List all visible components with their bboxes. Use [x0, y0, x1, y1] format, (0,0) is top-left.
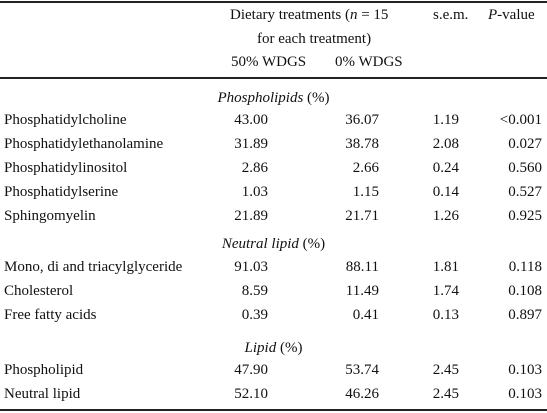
- table-row: Mono, di and triacylglyceride 91.03 88.11 1…: [0, 257, 547, 279]
- value-0-wdgs: 11.49: [345, 283, 379, 299]
- value-sem: 2.45: [432, 386, 459, 402]
- row-label: Mono, di and triacylglyceride: [4, 259, 183, 275]
- value-p: 0.103: [508, 386, 542, 402]
- value-0-wdgs: 38.78: [345, 136, 379, 152]
- table-row: Sphingomyelin 21.89 21.71 1.26 0.925: [0, 206, 547, 228]
- section-title: Lipid: [244, 340, 277, 356]
- value-sem: 2.08: [432, 136, 459, 152]
- table-row: Phosphatidylcholine 43.00 36.07 1.19 <0.001: [0, 110, 547, 132]
- value-0-wdgs: 21.71: [345, 208, 379, 224]
- value-0-wdgs: 53.74: [345, 362, 379, 378]
- treatments-header-line2: for each treatment): [257, 31, 372, 47]
- value-p: 0.103: [508, 362, 542, 378]
- row-label: Phosphatidylinositol: [4, 160, 128, 176]
- value-50-wdgs: 8.59: [241, 283, 268, 299]
- value-p: 0.897: [508, 307, 542, 323]
- col-0-wdgs-header: 0% WDGS: [335, 54, 403, 70]
- value-0-wdgs: 46.26: [345, 386, 379, 402]
- sem-header: s.e.m.: [433, 7, 469, 23]
- table-row: Phospholipid 47.90 53.74 2.45 0.103: [0, 360, 547, 382]
- value-sem: 1.74: [432, 283, 459, 299]
- table-top-rule: [0, 1, 547, 3]
- value-sem: 1.19: [432, 112, 459, 128]
- value-p: <0.001: [499, 112, 542, 128]
- table-row: Phosphatidylinositol 2.86 2.66 0.24 0.560: [0, 158, 547, 180]
- value-50-wdgs: 2.86: [241, 160, 268, 176]
- value-p: 0.560: [508, 160, 542, 176]
- section-title: Neutral lipid: [221, 236, 299, 252]
- row-label: Sphingomyelin: [4, 208, 96, 224]
- value-sem: 0.24: [432, 160, 459, 176]
- table-row: Free fatty acids 0.39 0.41 0.13 0.897: [0, 305, 547, 327]
- value-p: 0.027: [508, 136, 542, 152]
- section-unit: (%): [298, 236, 326, 252]
- section-heading: Neutral lipid (%): [0, 235, 547, 253]
- value-50-wdgs: 43.00: [234, 112, 268, 128]
- row-label: Neutral lipid: [4, 386, 81, 402]
- value-p: 0.527: [508, 184, 542, 200]
- pvalue-header: P-value: [488, 7, 535, 23]
- row-label: Free fatty acids: [4, 307, 97, 323]
- row-label: Phospholipid: [4, 362, 84, 378]
- value-0-wdgs: 1.15: [352, 184, 379, 200]
- value-p: 0.108: [508, 283, 542, 299]
- value-sem: 2.45: [432, 362, 459, 378]
- value-0-wdgs: 88.11: [345, 259, 379, 275]
- value-0-wdgs: 36.07: [345, 112, 379, 128]
- row-label: Phosphatidylserine: [4, 184, 119, 200]
- value-p: 0.925: [508, 208, 542, 224]
- section-unit: (%): [276, 340, 303, 356]
- value-50-wdgs: 0.39: [241, 307, 268, 323]
- row-label: Phosphatidylcholine: [4, 112, 127, 128]
- value-sem: 1.26: [432, 208, 459, 224]
- section-unit: (%): [303, 90, 330, 106]
- table-bottom-rule: [0, 409, 547, 411]
- value-sem: 0.13: [432, 307, 459, 323]
- section-title: Phospholipids: [217, 90, 304, 106]
- row-label: Phosphatidylethanolamine: [4, 136, 164, 152]
- value-50-wdgs: 52.10: [234, 386, 268, 402]
- treatments-header-line1: Dietary treatments (n = 15: [230, 7, 389, 23]
- table-header-rule: [0, 77, 547, 79]
- table-row: Neutral lipid 52.10 46.26 2.45 0.103: [0, 384, 547, 406]
- value-50-wdgs: 21.89: [234, 208, 268, 224]
- value-50-wdgs: 47.90: [234, 362, 268, 378]
- value-0-wdgs: 2.66: [352, 160, 379, 176]
- table-row: Phosphatidylethanolamine 31.89 38.78 2.08 0.…: [0, 134, 547, 156]
- value-50-wdgs: 91.03: [234, 259, 268, 275]
- value-sem: 1.81: [432, 259, 459, 275]
- value-p: 0.118: [508, 259, 542, 275]
- table-row: Cholesterol 8.59 11.49 1.74 0.108: [0, 281, 547, 303]
- col-50-wdgs-header: 50% WDGS: [231, 54, 307, 70]
- section-heading: Lipid (%): [0, 339, 547, 357]
- value-sem: 0.14: [432, 184, 459, 200]
- section-heading: Phospholipids (%): [0, 89, 547, 107]
- value-50-wdgs: 31.89: [234, 136, 268, 152]
- value-50-wdgs: 1.03: [241, 184, 268, 200]
- table-row: Phosphatidylserine 1.03 1.15 0.14 0.527: [0, 182, 547, 204]
- row-label: Cholesterol: [4, 283, 74, 299]
- value-0-wdgs: 0.41: [352, 307, 379, 323]
